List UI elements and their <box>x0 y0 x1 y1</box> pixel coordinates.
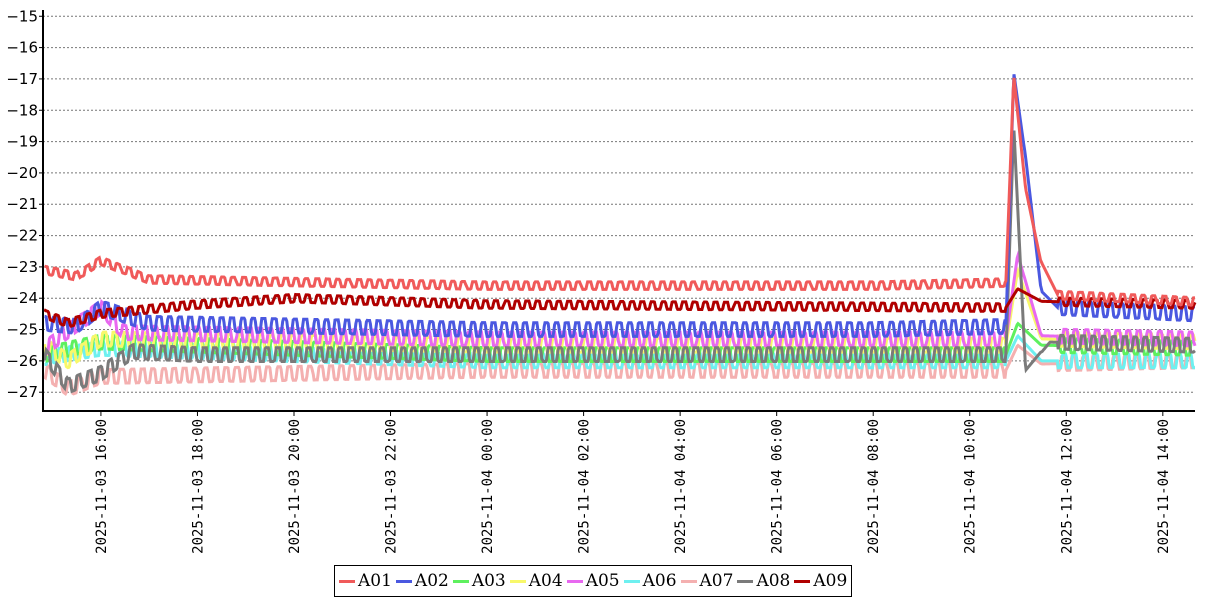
legend-swatch <box>737 579 754 583</box>
y-tick-label: −27 <box>6 383 38 401</box>
x-tick-label: 2025-11-04 06:00 <box>770 419 786 554</box>
x-tick-label: 2025-11-03 18:00 <box>190 419 206 554</box>
legend-item-A01: A01 <box>339 571 392 591</box>
legend-label: A01 <box>358 571 392 591</box>
legend: A01 A02 A03 A04 A05 A06 A07 A08 A09 <box>334 565 853 597</box>
legend-item-A08: A08 <box>737 571 790 591</box>
legend-item-A07: A07 <box>680 571 734 591</box>
y-tick-label: −15 <box>6 7 38 25</box>
legend-label: A06 <box>642 571 677 591</box>
y-tick-label: −20 <box>6 164 38 182</box>
legend-label: A05 <box>585 571 620 591</box>
x-tick-label: 2025-11-04 00:00 <box>480 419 496 554</box>
legend-swatch <box>339 579 355 583</box>
y-tick-label: −16 <box>6 39 38 57</box>
legend-swatch <box>566 579 583 583</box>
x-tick-label: 2025-11-04 08:00 <box>866 419 882 554</box>
legend-swatch <box>452 579 469 583</box>
legend-swatch <box>395 579 412 583</box>
legend-label: A09 <box>813 571 848 591</box>
y-tick-label: −24 <box>6 289 38 307</box>
legend-item-A06: A06 <box>623 571 677 591</box>
x-tick-label: 2025-11-04 04:00 <box>673 419 689 554</box>
series-line-A07 <box>43 343 1195 397</box>
y-tick-label: −26 <box>6 352 38 370</box>
x-tick-label: 2025-11-04 12:00 <box>1059 419 1075 554</box>
legend-swatch <box>794 579 811 583</box>
axes <box>42 10 1195 412</box>
x-tick-label: 2025-11-03 16:00 <box>94 419 110 554</box>
legend-label: A07 <box>699 571 734 591</box>
y-tick-label: −17 <box>6 70 38 88</box>
y-tick-label: −19 <box>6 133 38 151</box>
series-layer <box>43 74 1197 397</box>
legend-item-A03: A03 <box>452 571 506 591</box>
legend-swatch <box>623 579 640 583</box>
x-tick-label: 2025-11-04 14:00 <box>1156 419 1172 554</box>
y-tick-label: −18 <box>6 101 38 119</box>
legend-swatch <box>680 579 697 583</box>
legend-item-A04: A04 <box>509 571 563 591</box>
x-tick-label: 2025-11-04 02:00 <box>577 419 593 554</box>
y-tick-label: −25 <box>6 321 38 339</box>
series-line-A08 <box>43 130 1196 394</box>
legend-label: A02 <box>414 571 449 591</box>
series-line-A02 <box>44 74 1195 338</box>
y-ticks: −15 −16 −17 −18 −19 −20 −21 −22 −23 −24 −25 −26 −27 <box>6 7 43 401</box>
legend-swatch <box>509 579 526 583</box>
x-tick-label: 2025-11-03 20:00 <box>287 419 303 554</box>
series-line-A09 <box>43 287 1197 328</box>
legend-item-A09: A09 <box>794 571 847 591</box>
legend-label: A08 <box>756 571 791 591</box>
x-ticks: 2025-11-03 16:00 2025-11-03 18:00 2025-11-… <box>94 411 1172 554</box>
legend-item-A05: A05 <box>566 571 620 591</box>
y-tick-label: −23 <box>6 258 38 276</box>
x-tick-label: 2025-11-04 10:00 <box>963 419 979 554</box>
y-tick-label: −22 <box>6 227 38 245</box>
legend-label: A03 <box>471 571 506 591</box>
y-tick-label: −21 <box>6 195 38 213</box>
legend-label: A04 <box>528 571 563 591</box>
series-line-A01 <box>44 77 1196 307</box>
legend-item-A02: A02 <box>395 571 449 591</box>
x-tick-label: 2025-11-03 22:00 <box>384 419 400 554</box>
